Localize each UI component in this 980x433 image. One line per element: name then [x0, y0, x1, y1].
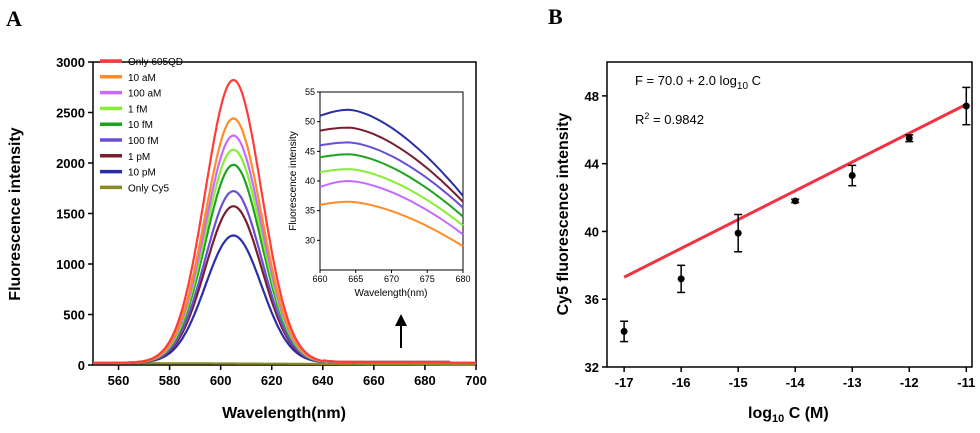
inset-y-tick-label: 35 [305, 206, 315, 216]
inset-x-tick-label: 665 [348, 274, 363, 284]
spectrum-x-tick-label: 580 [159, 373, 181, 388]
legend-label: 10 aM [128, 73, 156, 84]
calibration-points [620, 86, 971, 343]
legend-label: Only Cy5 [128, 183, 170, 194]
legend-label: 1 fM [128, 104, 147, 115]
legend-label: Only 605QD [128, 57, 183, 68]
inset-series-line [319, 179, 464, 236]
r-squared: R2 = 0.9842 [635, 111, 704, 127]
calibration-y-tick-label: 44 [585, 157, 600, 172]
inset-x-tick-label: 680 [455, 274, 470, 284]
calibration-x-tick-label: -16 [672, 375, 691, 390]
spectrum-x-tick-label: 600 [210, 373, 232, 388]
inset-x-tick-label: 670 [384, 274, 399, 284]
spectrum-x-axis-title: Wavelength(nm) [222, 405, 346, 422]
spectrum-axis-ticks: 560 580 600 620 640 660 680 700 0 500 1000 1500 2000… [56, 55, 487, 388]
calibration-x-tick-label: -11 [957, 375, 975, 390]
panel-letter-a: A [6, 6, 22, 31]
calibration-x-tick-label: -15 [729, 375, 748, 390]
panel-letter-b: B [548, 4, 563, 29]
inset-series-line [319, 168, 464, 227]
calibration-x-tick-label: -17 [615, 375, 634, 390]
inset-series-line [319, 200, 464, 248]
calibration-y-axis-title: Cy5 fluorescence intensity [555, 113, 572, 316]
spectrum-y-tick-label: 2500 [56, 106, 85, 121]
spectrum-y-tick-label: 1500 [56, 207, 85, 222]
legend-label: 100 aM [128, 89, 161, 100]
inset-y-tick-label: 40 [305, 176, 315, 186]
inset-y-tick-label: 55 [305, 87, 315, 97]
calibration-x-axis-title: log10 C (M) [748, 405, 829, 425]
inset-axis-ticks: 660 665 670 675 680 30 35 40 45 50 55 [305, 87, 471, 284]
up-arrow-icon [395, 314, 407, 348]
spectrum-legend: Only 605QD 10 aM 100 aM 1 fM 10 fM 100 fM 1 pM… [100, 57, 183, 194]
inset-y-tick-label: 50 [305, 117, 315, 127]
spectrum-y-tick-label: 2000 [56, 156, 85, 171]
calibration-plot-frame [606, 61, 973, 368]
legend-label: 1 pM [128, 152, 150, 163]
spectrum-y-tick-label: 3000 [56, 55, 85, 70]
inset-y-axis-title: Fluorescence intensity [288, 131, 299, 231]
spectrum-series-line [93, 361, 476, 366]
inset-y-tick-label: 45 [305, 146, 315, 156]
spectrum-x-tick-label: 560 [108, 373, 130, 388]
inset-series-line [319, 126, 464, 203]
spectrum-y-tick-label: 0 [78, 358, 85, 373]
spectrum-x-tick-label: 620 [261, 373, 283, 388]
spectrum-y-tick-label: 1000 [56, 257, 85, 272]
data-point [677, 275, 685, 283]
spectrum-series-line [93, 78, 476, 364]
calibration-x-tick-label: -14 [786, 375, 806, 390]
calibration-axis-ticks: -17 -16 -15 -14 -13 -12 -11 32 36 40 44 48 [585, 89, 976, 390]
legend-label: 100 fM [128, 136, 159, 147]
spectrum-x-tick-label: 660 [363, 373, 385, 388]
data-point [962, 102, 970, 110]
calibration-y-tick-label: 32 [585, 360, 599, 375]
spectrum-x-tick-label: 700 [465, 373, 487, 388]
data-point [905, 134, 913, 142]
data-point [791, 197, 799, 205]
fit-equation: F = 70.0 + 2.0 log10 C [635, 73, 761, 92]
spectrum-y-tick-label: 500 [63, 308, 85, 323]
inset-series-line [319, 153, 464, 218]
spectrum-chart: 560 580 600 620 640 660 680 700 0 500 1000 1500 2000… [7, 55, 487, 422]
inset-x-axis-title: Wavelength(nm) [355, 288, 428, 299]
inset-x-tick-label: 660 [312, 274, 327, 284]
inset-series-line [319, 141, 464, 209]
spectrum-x-tick-label: 640 [312, 373, 334, 388]
inset-chart: 660 665 670 675 680 30 35 40 45 50 55 Fluorescence… [288, 87, 471, 299]
calibration-y-tick-label: 36 [585, 292, 599, 307]
spectrum-y-axis-title: Fluorescence intensity [7, 127, 24, 300]
calibration-x-tick-label: -13 [843, 375, 862, 390]
data-point [848, 172, 856, 180]
calibration-y-tick-label: 48 [585, 89, 599, 104]
spectrum-curves [93, 78, 476, 366]
calibration-chart: -17 -16 -15 -14 -13 -12 -11 32 36 40 44 48 Cy5 fluo… [555, 61, 976, 425]
calibration-y-tick-label: 40 [585, 224, 599, 239]
spectrum-x-tick-label: 680 [414, 373, 436, 388]
data-point [620, 327, 628, 335]
inset-series-line [319, 108, 464, 197]
calibration-fit-line [623, 103, 967, 279]
inset-curves [319, 108, 464, 248]
data-point [734, 229, 742, 237]
legend-label: 10 fM [128, 120, 153, 131]
inset-y-tick-label: 30 [305, 235, 315, 245]
linear-fit-line [623, 103, 967, 279]
legend-label: 10 pM [128, 168, 156, 179]
calibration-x-tick-label: -12 [900, 375, 919, 390]
inset-x-tick-label: 675 [420, 274, 435, 284]
